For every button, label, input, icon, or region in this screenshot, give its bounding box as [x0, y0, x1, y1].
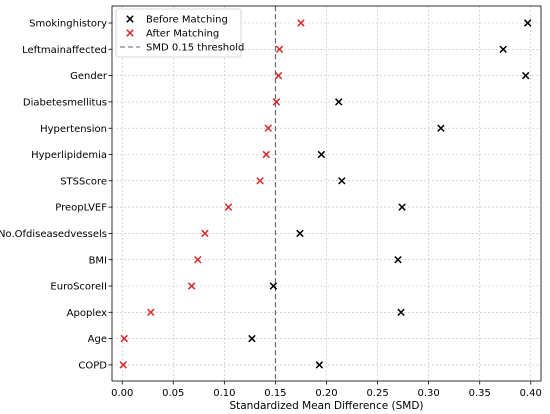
- x-tick-label: 0.15: [264, 388, 286, 399]
- y-axis: Smokinghistory Leftmainaffected Gender Diab…: [0, 19, 112, 372]
- y-tick-label-euroscoreii: EuroScoreII: [50, 282, 107, 293]
- point-before-matching-gender: [521, 71, 530, 80]
- point-before-matching-hyperlipidemia: [317, 150, 326, 159]
- point-before-matching-apoplex: [397, 308, 405, 317]
- x-tick-label: 0.00: [111, 388, 133, 399]
- point-after-matching-bmi: [194, 255, 202, 264]
- x-tick-label: 0.35: [469, 388, 491, 399]
- legend-x-after: [126, 29, 134, 37]
- y-tick-label-gender: Gender: [70, 71, 108, 82]
- legend-label-after-matching: After Matching: [146, 29, 219, 40]
- x-axis-label: Standardized Mean Difference (SMD): [229, 400, 423, 412]
- point-after-matching-age: [120, 334, 128, 343]
- legend: Before Matching After Matching SMD 0.15 …: [115, 8, 244, 58]
- point-after-matching-copd: [119, 361, 127, 369]
- x-tick-label: 0.05: [162, 388, 184, 399]
- point-before-matching-no-ofdiseasedvessels: [296, 229, 304, 238]
- x-tick-label: 0.20: [315, 388, 337, 399]
- point-before-matching-hypertension: [437, 124, 445, 132]
- point-before-matching-copd: [315, 361, 324, 369]
- y-tick-label-leftmainaffected: Leftmainaffected: [22, 45, 107, 56]
- point-before-matching-euroscoreii: [269, 282, 278, 290]
- y-tick-label-stsscore: STSScore: [60, 176, 107, 187]
- point-after-matching-preoplvef: [224, 203, 233, 211]
- y-tick-label-copd: COPD: [78, 361, 107, 372]
- x-tick-label: 0.25: [366, 388, 388, 399]
- legend-label-threshold: SMD 0.15 threshold: [146, 43, 244, 54]
- point-after-matching-diabetesmellitus: [272, 98, 281, 106]
- point-before-matching-diabetesmellitus: [335, 98, 343, 106]
- y-tick-label-no-ofdiseasedvessels: No.Ofdiseasedvessels: [0, 229, 107, 240]
- point-after-matching-stsscore: [256, 177, 264, 185]
- y-tick-label-hypertension: Hypertension: [40, 124, 107, 135]
- legend-marker-after-matching: [126, 29, 134, 37]
- point-before-matching-bmi: [394, 255, 402, 264]
- point-after-matching-leftmainaffected: [275, 45, 284, 54]
- legend-label-before-matching: Before Matching: [146, 15, 228, 26]
- point-after-matching-apoplex: [147, 308, 155, 317]
- grid-layer: [112, 6, 541, 381]
- y-tick-label-apoplex: Apoplex: [67, 308, 107, 319]
- x-axis: 0.00 0.05 0.10 0.15 0.20 0.25 0.30 0.35 0.40: [111, 381, 542, 399]
- point-before-matching-stsscore: [338, 177, 346, 185]
- x-tick-label: 0.10: [213, 388, 235, 399]
- y-tick-label-hyperlipidemia: Hyperlipidemia: [31, 150, 107, 161]
- point-after-matching-hypertension: [264, 124, 273, 132]
- point-after-matching-smokinghistory: [297, 19, 305, 27]
- point-before-matching-smokinghistory: [523, 19, 532, 27]
- x-tick-label: 0.30: [418, 388, 440, 399]
- legend-marker-before-matching: [126, 15, 134, 23]
- y-tick-label-preoplvef: PreopLVEF: [55, 203, 107, 214]
- y-tick-label-smokinghistory: Smokinghistory: [29, 19, 107, 30]
- x-tick-label: 0.40: [520, 388, 542, 399]
- point-before-matching-preoplvef: [398, 203, 406, 211]
- point-after-matching-euroscoreii: [187, 282, 196, 290]
- marks-layer: [119, 19, 532, 369]
- legend-x-before: [126, 15, 134, 23]
- point-before-matching-age: [248, 334, 256, 343]
- point-after-matching-hyperlipidemia: [262, 150, 270, 159]
- point-after-matching-no-ofdiseasedvessels: [201, 229, 209, 238]
- point-after-matching-gender: [274, 71, 283, 80]
- point-before-matching-leftmainaffected: [499, 45, 507, 54]
- y-tick-label-diabetesmellitus: Diabetesmellitus: [23, 98, 107, 109]
- y-tick-label-bmi: BMI: [89, 255, 107, 266]
- y-tick-label-age: Age: [88, 334, 107, 345]
- legend-box: [115, 8, 242, 58]
